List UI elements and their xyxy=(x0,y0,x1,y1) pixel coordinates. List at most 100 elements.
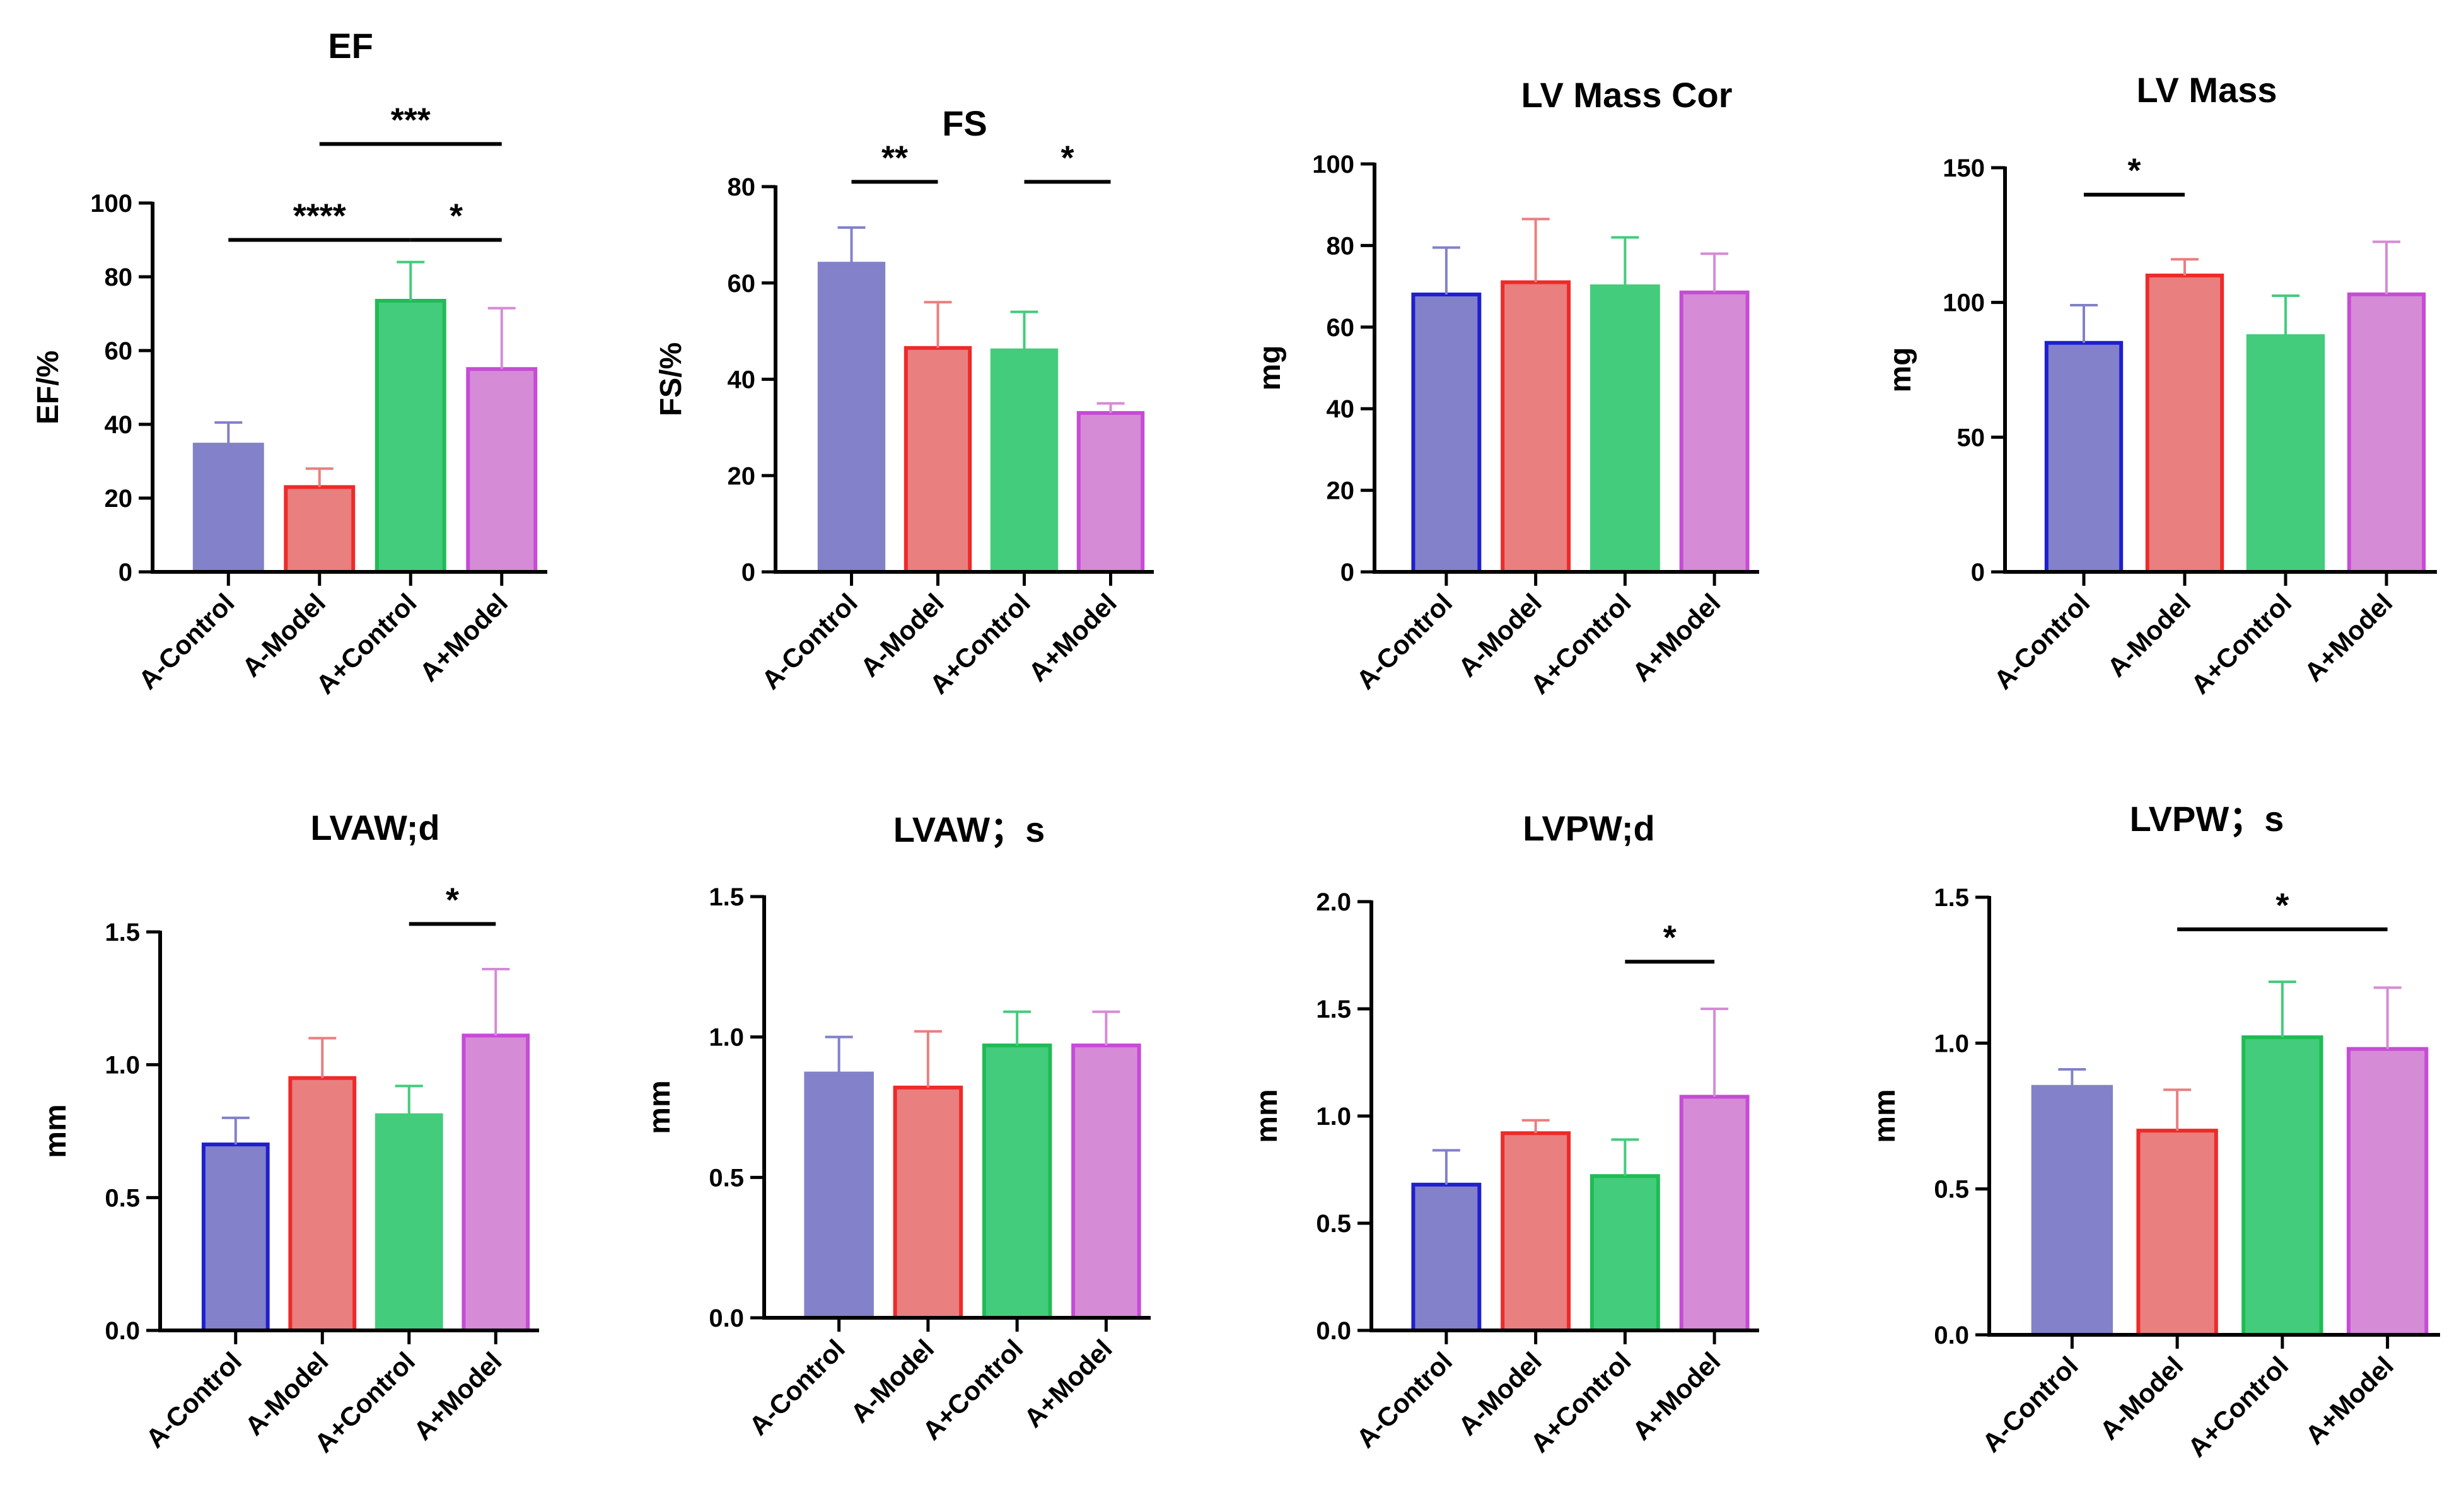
y-tick-label: 60 xyxy=(728,270,756,298)
bar-a-control xyxy=(2044,340,2124,574)
x-tick-label: A-Model xyxy=(845,1334,939,1428)
bar-aplus-model xyxy=(1679,290,1750,574)
y-tick-label: 1.5 xyxy=(105,919,140,946)
y-tick-label: 0.5 xyxy=(709,1164,744,1192)
x-tick-label: A-Control xyxy=(1351,588,1458,695)
y-tick-label: 60 xyxy=(105,337,133,365)
y-tick-label: 0.5 xyxy=(1934,1176,1969,1204)
y-axis-label: mm xyxy=(1250,1089,1284,1143)
y-tick-label: 80 xyxy=(1327,232,1355,260)
bar-a-control xyxy=(817,262,886,574)
chart-title: FS xyxy=(942,103,987,143)
y-tick-label: 1.5 xyxy=(1316,996,1351,1023)
y-tick-label: 2.0 xyxy=(1316,888,1351,916)
x-tick-label: A+Model xyxy=(1018,1334,1118,1433)
chart-title: LV Mass xyxy=(2136,70,2277,110)
significance-label: * xyxy=(446,881,459,919)
x-tick-label: A-Control xyxy=(743,1334,851,1441)
y-tick-label: 0.5 xyxy=(105,1184,140,1212)
x-tick-label: A-Control xyxy=(140,1346,247,1453)
x-tick-label: A-Model xyxy=(1453,588,1547,682)
bar-aplus-model xyxy=(2346,1047,2429,1337)
bar-aplus-control xyxy=(990,348,1059,574)
bar-aplus-model xyxy=(1076,410,1145,574)
y-tick-label: 0.0 xyxy=(709,1305,744,1332)
bar-a-model xyxy=(1501,1131,1571,1332)
chart-panel-1: EF EF/% 0 20 40 60 80 100 A-ControlA-ModelA+Cont… xyxy=(32,26,547,700)
y-tick-label: 20 xyxy=(728,462,756,490)
bar-a-model xyxy=(2136,1129,2218,1337)
significance-label: * xyxy=(1663,919,1677,957)
y-tick-label: 20 xyxy=(105,485,133,513)
y-tick-label: 1.0 xyxy=(1934,1030,1969,1057)
significance-label: * xyxy=(450,197,463,235)
x-tick-label: A-Model xyxy=(1453,1346,1547,1441)
bar-aplus-model xyxy=(466,367,538,574)
bar-a-model xyxy=(893,1085,963,1320)
x-tick-label: A-Control xyxy=(1351,1346,1458,1453)
x-tick-label: A-Control xyxy=(132,588,240,695)
y-tick-label: 50 xyxy=(1957,424,1985,451)
x-tick-label: A+Model xyxy=(1627,588,1726,687)
significance-label: * xyxy=(2127,152,2141,190)
x-tick-label: A+Model xyxy=(414,588,513,687)
y-axis-label: EF/% xyxy=(32,351,65,424)
x-tick-label: A+Model xyxy=(2299,1351,2399,1450)
bar-aplus-control xyxy=(2246,334,2325,574)
y-axis-label: FS/% xyxy=(654,342,688,416)
bar-a-model xyxy=(1501,280,1571,574)
bar-aplus-control xyxy=(375,1113,443,1332)
bar-aplus-control xyxy=(1590,1174,1660,1332)
y-tick-label: 100 xyxy=(90,190,132,218)
y-tick-label: 100 xyxy=(1943,289,1985,317)
y-axis-label: mm xyxy=(39,1104,73,1158)
bar-aplus-model xyxy=(2347,292,2426,574)
bar-aplus-model xyxy=(462,1033,530,1332)
bar-a-control xyxy=(201,1143,270,1332)
x-tick-label: A+Model xyxy=(1023,588,1122,687)
y-tick-label: 1.0 xyxy=(709,1024,744,1052)
chart-panel-5: LVAW;dmm0.00.51.01.5A-ControlA-ModelA+Co… xyxy=(39,808,539,1458)
x-tick-label: A-Model xyxy=(236,588,331,682)
x-tick-label: A-Model xyxy=(2101,588,2196,682)
y-tick-label: 1.5 xyxy=(1934,884,1969,912)
y-tick-label: 40 xyxy=(105,411,133,439)
y-tick-label: 40 xyxy=(1327,395,1355,423)
bar-aplus-control xyxy=(2241,1035,2323,1337)
x-tick-label: A+Control xyxy=(2182,1351,2294,1463)
y-tick-label: 20 xyxy=(1327,477,1355,505)
x-tick-label: A+Control xyxy=(2185,588,2298,700)
chart-panel-8: LVPW；s mm 0.0 0.5 1.0 1.5 A-Control A-ModelA+Co… xyxy=(1868,799,2440,1463)
chart-title: LVPW;d xyxy=(1523,808,1654,848)
chart-title: EF xyxy=(328,26,373,66)
y-tick-label: 100 xyxy=(1312,151,1354,178)
y-tick-label: 0.5 xyxy=(1316,1210,1351,1238)
y-tick-label: 40 xyxy=(728,366,756,394)
x-tick-label: A-Model xyxy=(2094,1351,2188,1445)
bar-aplus-control xyxy=(982,1044,1052,1320)
y-tick-label: 1.0 xyxy=(105,1052,140,1079)
y-tick-label: 150 xyxy=(1943,154,1985,182)
y-tick-label: 0 xyxy=(741,559,755,586)
chart-panel-3: LV Mass Cor mg 0 20 40 60 80 100 A-ControlA-Mode… xyxy=(1253,75,1759,700)
y-tick-label: 0.0 xyxy=(105,1317,140,1345)
significance-label: **** xyxy=(293,197,346,235)
bar-a-control xyxy=(804,1071,874,1320)
y-tick-label: 1.0 xyxy=(1316,1103,1351,1131)
chart-panel-6: LVAW；smm0.00.51.01.5A-ControlA-ModelA+Co… xyxy=(643,810,1151,1446)
bar-aplus-model xyxy=(1679,1095,1750,1333)
x-tick-label: A-Control xyxy=(1977,1351,2084,1458)
y-axis-label: mm xyxy=(643,1080,677,1134)
bar-a-model xyxy=(904,346,972,574)
y-tick-label: 80 xyxy=(105,264,133,291)
bar-a-control xyxy=(2031,1085,2113,1337)
x-tick-label: A+Model xyxy=(2299,588,2398,687)
significance-label: * xyxy=(2276,887,2289,924)
y-axis-label: mg xyxy=(1253,346,1287,391)
x-tick-label: A-Control xyxy=(1988,588,2095,695)
chart-panel-2: FSFS/%020406080A-ControlA-ModelA+Control… xyxy=(654,103,1154,700)
x-tick-label: A+Model xyxy=(1627,1346,1726,1446)
y-tick-label: 0.0 xyxy=(1934,1322,1969,1349)
